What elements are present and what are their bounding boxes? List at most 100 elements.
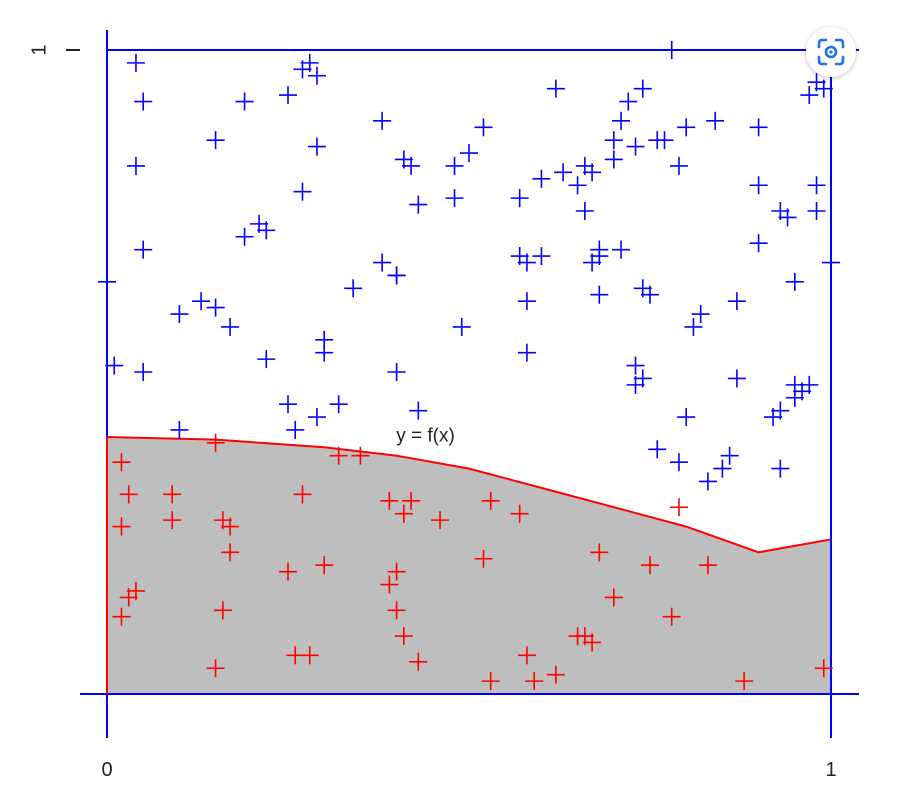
point-above-curve [517,292,536,311]
point-above-curve [409,401,428,420]
point-above-curve [604,150,623,169]
point-above-curve [713,459,732,478]
point-above-curve [517,253,536,272]
point-above-curve [814,79,833,98]
point-above-curve [691,305,710,324]
x-tick-label: 1 [825,759,836,781]
point-below-curve [641,556,659,575]
point-above-curve [619,92,638,111]
point-above-curve [793,382,812,401]
point-above-curve [626,375,645,394]
point-above-curve [720,446,739,465]
point-above-curve [387,363,406,381]
point-above-curve [445,189,464,208]
point-above-curve [235,227,254,246]
point-below-curve [698,556,717,575]
point-above-curve [105,356,124,375]
point-above-curve [612,240,631,259]
point-below-curve [669,498,688,517]
point-above-curve [648,440,667,459]
scatter-points-layer [98,41,840,691]
point-below-curve [112,607,131,626]
point-below-curve [481,672,500,691]
x-tick-label: 0 [101,759,112,781]
axis-ticks: 0 1 1 [28,44,836,781]
point-above-curve [727,369,746,388]
google-lens-icon [817,38,845,66]
point-above-curve [677,118,696,137]
point-above-curve [134,92,153,111]
point-above-curve [409,195,428,214]
point-above-curve [778,208,797,227]
curve-label: y = f(x) [396,425,455,446]
point-above-curve [452,317,471,336]
plot-frame [80,30,859,738]
point-below-curve [409,652,428,671]
point-above-curve [684,317,703,336]
point-above-curve [170,305,189,324]
point-below-curve [163,511,182,530]
point-above-curve [300,53,319,72]
point-above-curve [822,253,840,272]
point-below-curve [279,562,297,581]
point-above-curve [126,53,145,72]
point-above-curve [257,350,276,369]
point-below-curve [431,511,450,530]
point-above-curve [235,92,254,111]
point-above-curve [206,298,225,317]
point-above-curve [221,317,240,336]
point-above-curve [307,66,326,85]
point-above-curve [727,292,746,311]
point-above-curve [641,285,659,304]
point-above-curve [612,111,631,130]
point-below-curve [351,446,370,465]
point-above-curve [698,472,717,491]
point-above-curve [329,395,348,414]
point-below-curve [814,659,833,678]
point-below-curve [221,517,240,536]
point-below-curve [662,607,681,626]
point-above-curve [662,41,681,59]
point-above-curve [279,395,297,414]
point-above-curve [307,137,326,156]
point-above-curve [590,247,609,266]
point-below-curve [604,588,623,607]
point-below-curve [590,543,609,562]
point-above-curve [286,420,305,439]
point-below-curve [119,485,138,504]
point-above-curve [749,176,768,195]
point-above-curve [626,137,645,156]
point-above-curve [604,131,623,150]
point-above-curve [669,453,688,472]
point-below-curve [387,601,406,620]
point-below-curve [329,446,348,465]
point-above-curve [98,272,116,291]
point-below-curve [510,504,529,523]
point-below-curve [300,646,319,665]
point-below-curve [206,659,225,678]
point-above-curve [532,247,551,266]
point-above-curve [402,156,421,175]
point-above-curve [134,363,153,381]
point-below-curve [735,672,754,691]
point-above-curve [344,279,363,298]
point-above-curve [626,356,645,375]
point-above-curve [307,408,326,427]
point-above-curve [315,343,334,362]
point-below-curve [380,575,399,594]
point-above-curve [293,182,312,201]
point-above-curve [257,221,276,240]
point-above-curve [749,118,768,137]
point-above-curve [677,408,696,427]
point-below-curve [206,433,225,452]
point-above-curve [206,131,225,150]
point-below-curve [394,504,413,523]
point-below-curve [112,453,131,472]
point-above-curve [126,156,145,175]
point-below-curve [481,491,500,510]
point-above-curve [387,266,406,285]
point-above-curve [554,163,573,182]
lens-search-button[interactable] [806,27,856,77]
point-below-curve [213,601,232,620]
